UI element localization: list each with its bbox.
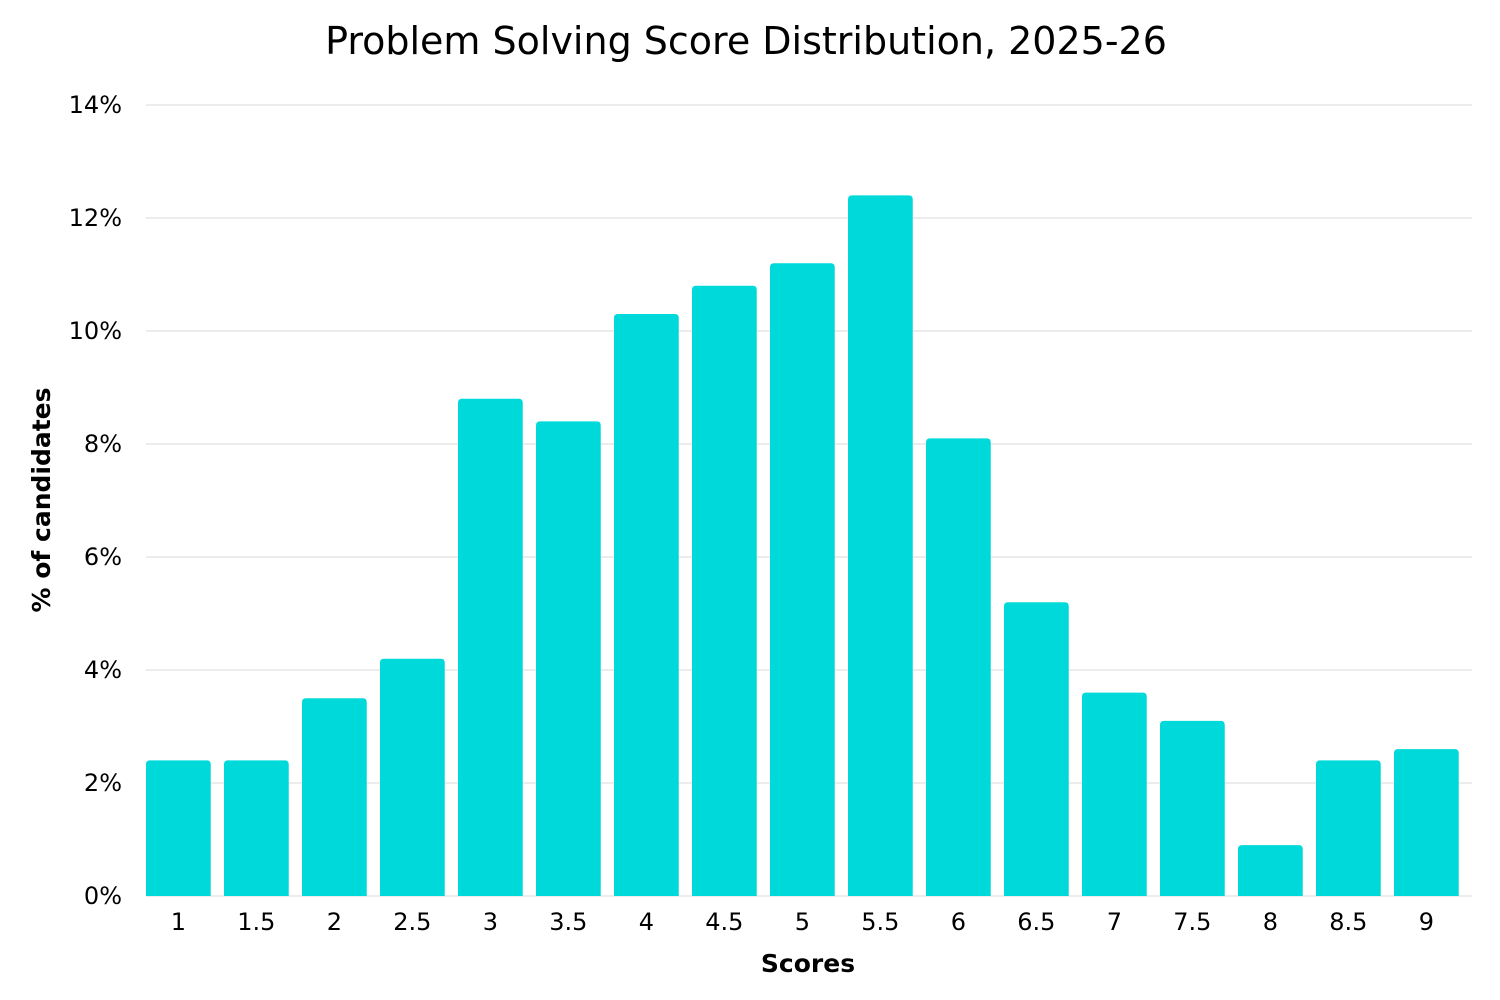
y-tick-label: 4%: [84, 656, 122, 684]
x-tick-label: 6.5: [1017, 908, 1055, 936]
x-tick-label: 4.5: [705, 908, 743, 936]
y-axis-ticks: 0% 2% 4% 6% 8% 10% 12% 14%: [69, 91, 122, 910]
x-tick-label: 3: [483, 908, 498, 936]
x-tick-label: 8.5: [1329, 908, 1367, 936]
x-tick-label: 9: [1419, 908, 1434, 936]
x-tick-label: 3.5: [549, 908, 587, 936]
x-tick-label: 1.5: [237, 908, 275, 936]
x-tick-label: 6: [951, 908, 966, 936]
x-tick-label: 5.5: [861, 908, 899, 936]
y-tick-label: 2%: [84, 769, 122, 797]
y-tick-label: 14%: [69, 91, 122, 119]
y-axis-label: % of candidates: [27, 387, 56, 612]
y-tick-label: 10%: [69, 317, 122, 345]
x-tick-label: 7.5: [1173, 908, 1211, 936]
bar-1: [146, 760, 211, 896]
x-axis-label: Scores: [761, 949, 855, 978]
y-tick-label: 6%: [84, 543, 122, 571]
bar-2: [302, 698, 367, 896]
bar-3.5: [536, 421, 601, 896]
bar-8: [1238, 845, 1303, 896]
x-tick-label: 1: [171, 908, 186, 936]
y-tick-label: 0%: [84, 882, 122, 910]
bar-1.5: [224, 760, 289, 896]
bar-6.5: [1004, 602, 1069, 896]
x-tick-label: 7: [1107, 908, 1122, 936]
bars: [146, 195, 1459, 896]
x-tick-label: 5: [795, 908, 810, 936]
bar-5.5: [848, 195, 913, 896]
bar-3: [458, 398, 523, 896]
bar-4: [614, 314, 679, 896]
bar-7: [1082, 692, 1147, 896]
x-tick-label: 8: [1263, 908, 1278, 936]
bar-5: [770, 263, 835, 896]
bar-7.5: [1160, 720, 1225, 896]
bar-6: [926, 438, 991, 896]
bar-8.5: [1316, 760, 1381, 896]
y-tick-label: 8%: [84, 430, 122, 458]
x-axis-ticks: 1 1.5 2 2.5 3 3.5 4 4.5 5 5.5 6 6.5 7 7.5 8 8.5 9: [171, 908, 1434, 936]
bar-4.5: [692, 285, 757, 896]
bar-2.5: [380, 658, 445, 896]
chart-title: Problem Solving Score Distribution, 2025…: [325, 19, 1167, 63]
y-tick-label: 12%: [69, 204, 122, 232]
x-tick-label: 2: [327, 908, 342, 936]
bar-9: [1394, 749, 1459, 896]
x-tick-label: 4: [639, 908, 654, 936]
x-tick-label: 2.5: [393, 908, 431, 936]
